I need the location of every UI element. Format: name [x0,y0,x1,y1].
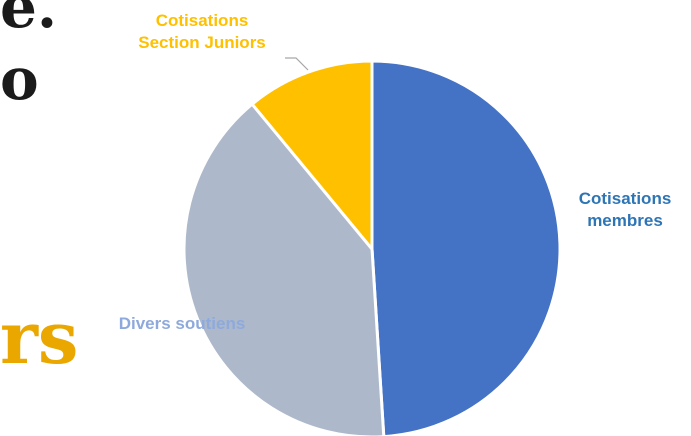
background-text-fragment: rs [0,295,79,380]
slice-label-line: Cotisations [578,189,672,208]
slice-label-line: Cotisations [155,11,249,30]
background-text-fragment: e. [0,0,58,41]
slice-label-cotisations-section-juniors: Cotisations Section Juniors [112,10,292,54]
background-text-fragment: o [0,45,39,113]
slice-label-cotisations-membres: Cotisations membres [562,188,688,232]
leader-line [285,57,309,71]
slice-label-line: membres [587,211,663,230]
slice-label-line: Section Juniors [138,33,266,52]
pie-slice-divers-soutiens [182,102,386,436]
pie-slice-cotisations-membres [370,59,562,436]
slice-label-line: Divers soutiens [118,314,246,333]
slice-label-divers-soutiens: Divers soutiens [112,313,252,335]
pie-slice-cotisations-section-juniors [250,59,374,251]
